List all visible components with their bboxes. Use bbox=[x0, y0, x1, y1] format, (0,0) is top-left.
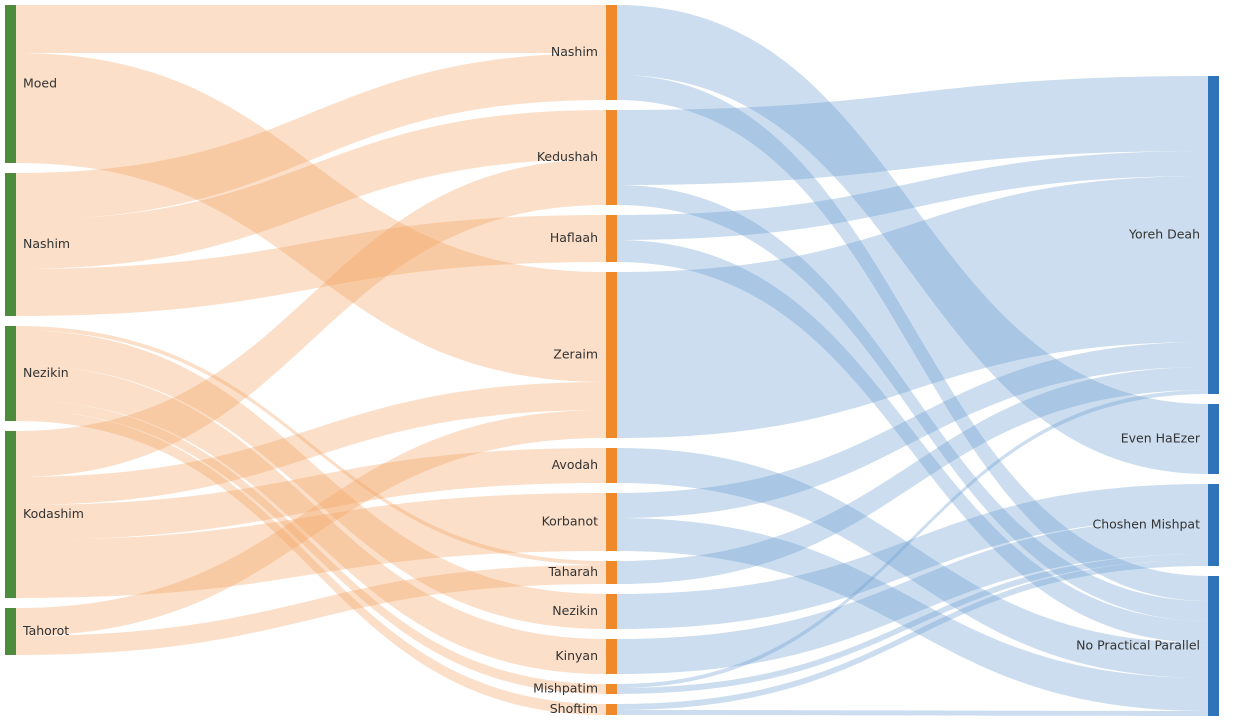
link bbox=[16, 326, 606, 565]
link bbox=[16, 159, 606, 477]
node bbox=[606, 110, 617, 205]
node-label: Taharah bbox=[547, 564, 598, 579]
node-label: Korbanot bbox=[542, 514, 599, 529]
link bbox=[617, 5, 1208, 474]
link bbox=[617, 518, 1208, 711]
node-label: Choshen Mishpat bbox=[1092, 517, 1200, 532]
link bbox=[16, 110, 606, 269]
node bbox=[606, 639, 617, 674]
link bbox=[617, 710, 1208, 716]
node bbox=[1208, 404, 1219, 474]
link bbox=[16, 330, 606, 629]
node-label: Avodah bbox=[552, 457, 598, 472]
node-label: No Practical Parallel bbox=[1076, 638, 1200, 653]
node bbox=[5, 608, 16, 655]
node-label: Mishpatim bbox=[533, 681, 598, 696]
node bbox=[606, 272, 617, 438]
node-label: Tahorot bbox=[22, 623, 69, 638]
node-label: Nashim bbox=[23, 236, 70, 251]
link bbox=[16, 448, 606, 540]
link bbox=[16, 5, 606, 53]
node-label: Nezikin bbox=[23, 365, 69, 380]
node bbox=[1208, 76, 1219, 394]
link bbox=[16, 400, 606, 694]
node bbox=[5, 173, 16, 316]
link bbox=[617, 342, 1208, 518]
link bbox=[617, 176, 1208, 438]
node-label: Nezikin bbox=[552, 603, 598, 618]
link bbox=[16, 410, 606, 715]
link bbox=[16, 53, 606, 220]
node bbox=[606, 5, 617, 100]
link bbox=[16, 493, 606, 598]
link bbox=[617, 519, 1208, 674]
links bbox=[16, 5, 1208, 716]
node-label: Moed bbox=[23, 76, 57, 91]
link bbox=[16, 53, 606, 382]
link bbox=[16, 382, 606, 505]
link bbox=[617, 560, 1208, 710]
link bbox=[617, 75, 1208, 601]
node bbox=[5, 431, 16, 598]
node-label: Haflaah bbox=[550, 230, 598, 245]
node bbox=[606, 594, 617, 629]
node-label: Yoreh Deah bbox=[1128, 227, 1200, 242]
node bbox=[1208, 484, 1219, 566]
link bbox=[617, 185, 1208, 621]
link bbox=[617, 448, 1208, 678]
node bbox=[606, 215, 617, 262]
nodes bbox=[5, 5, 1219, 716]
link bbox=[617, 151, 1208, 240]
node-label: Kodashim bbox=[23, 506, 84, 521]
link bbox=[617, 240, 1208, 643]
node bbox=[606, 493, 617, 551]
node bbox=[606, 448, 617, 483]
node bbox=[606, 704, 617, 715]
node-label: Kinyan bbox=[555, 648, 598, 663]
node bbox=[1208, 576, 1219, 716]
node-label: Nashim bbox=[551, 44, 598, 59]
node-label: Kedushah bbox=[537, 149, 598, 164]
node bbox=[5, 5, 16, 163]
node bbox=[606, 684, 617, 694]
labels: Moed Nashim Nezikin Kodashim Tahorot Nashim Ke… bbox=[22, 44, 1201, 716]
node bbox=[5, 326, 16, 421]
node-label: Zeraim bbox=[553, 347, 598, 362]
node bbox=[606, 561, 617, 584]
link bbox=[617, 484, 1208, 629]
link bbox=[617, 367, 1208, 584]
link bbox=[617, 554, 1208, 694]
node-label: Shoftim bbox=[550, 701, 598, 716]
link bbox=[16, 215, 606, 316]
link bbox=[16, 410, 606, 636]
node-label: Even HaEzer bbox=[1121, 431, 1201, 446]
link bbox=[617, 76, 1208, 185]
link bbox=[16, 565, 606, 655]
link bbox=[16, 365, 606, 674]
link bbox=[617, 390, 1208, 688]
